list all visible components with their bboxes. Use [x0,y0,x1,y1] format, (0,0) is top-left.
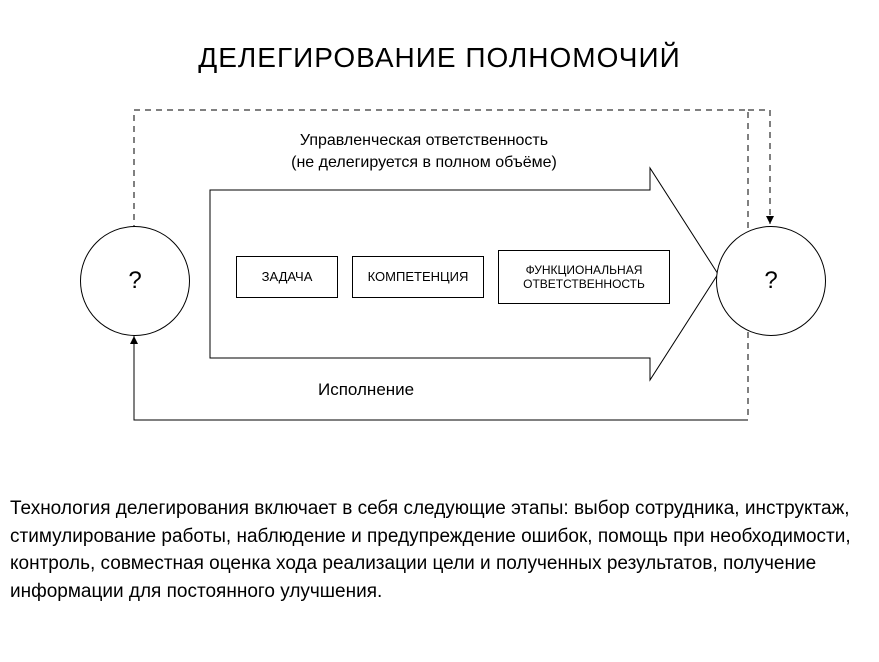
dashed-arrow-right [748,110,770,224]
box-functional-responsibility-label: ФУНКЦИОНАЛЬНАЯОТВЕТСТВЕННОСТЬ [523,263,645,292]
box-competence: КОМПЕТЕНЦИЯ [352,256,484,298]
execution-label: Исполнение [318,380,414,400]
box-task: ЗАДАЧА [236,256,338,298]
return-path-head [130,336,138,344]
page: ДЕЛЕГИРОВАНИЕ ПОЛНОМОЧИЙ Управленческая … [0,0,879,662]
left-circle-label: ? [128,267,141,295]
box-competence-label: КОМПЕТЕНЦИЯ [368,269,469,285]
box-functional-responsibility: ФУНКЦИОНАЛЬНАЯОТВЕТСТВЕННОСТЬ [498,250,670,304]
right-circle: ? [716,226,826,336]
box-task-label: ЗАДАЧА [262,269,313,285]
right-circle-label: ? [764,267,777,295]
dashed-arrow-right-head [766,216,774,224]
body-paragraph: Технология делегирования включает в себя… [10,495,868,605]
left-circle: ? [80,226,190,336]
